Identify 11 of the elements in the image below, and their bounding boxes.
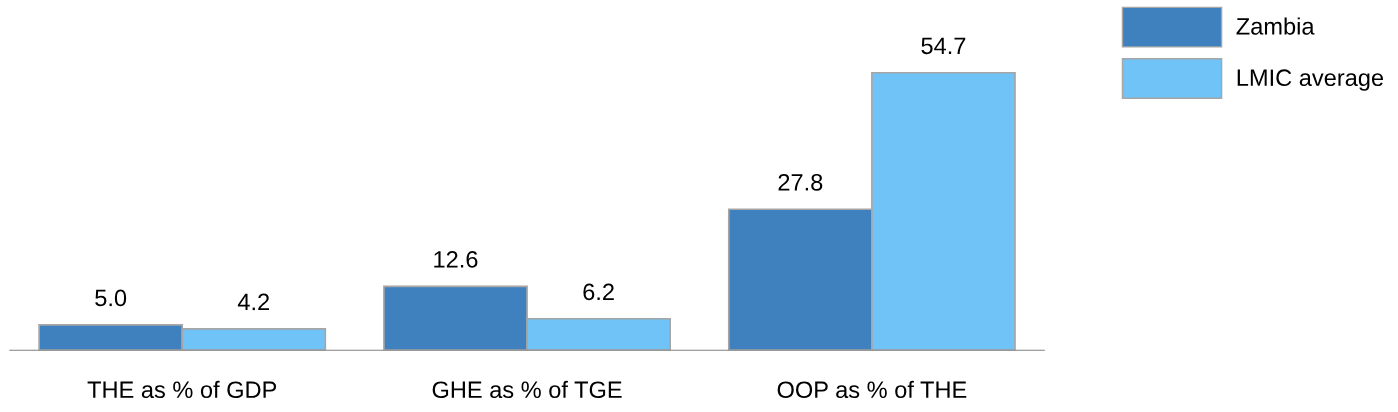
data-label: 5.0 [95, 289, 127, 307]
data-label: 12.6 [434, 251, 478, 268]
data-label: 4.2 [237, 293, 269, 311]
data-label: 6.2 [583, 283, 614, 301]
data-label: 27.8 [778, 173, 823, 191]
x-tick-label: OOP as % of THE [777, 380, 967, 399]
legend-label: Zambia [1236, 17, 1315, 35]
x-tick-label: THE as % of GDP [87, 380, 277, 399]
legend-label: LMIC average [1237, 69, 1384, 91]
data-label: 54.7 [921, 37, 966, 55]
x-tick-label: GHE as % of TGE [432, 380, 622, 399]
